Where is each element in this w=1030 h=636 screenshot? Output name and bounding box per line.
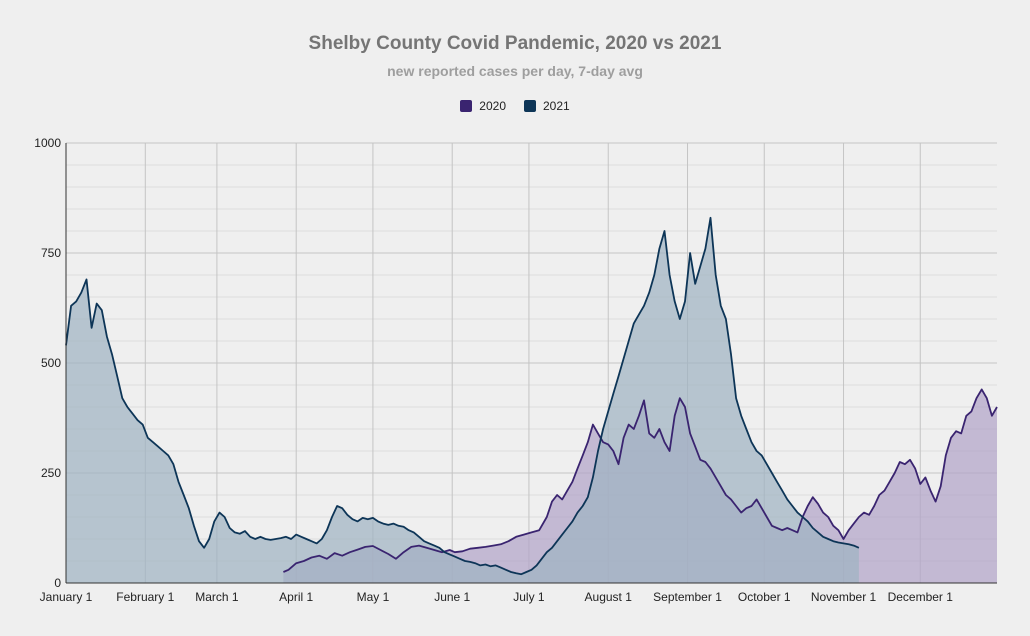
area-2021 xyxy=(66,217,859,584)
legend: 2020 2021 xyxy=(0,99,1030,113)
legend-label-2021: 2021 xyxy=(543,99,570,113)
chart-title: Shelby County Covid Pandemic, 2020 vs 20… xyxy=(308,33,722,54)
x-tick-label: June 1 xyxy=(434,590,470,604)
y-tick-label: 0 xyxy=(54,576,61,590)
x-tick-label: November 1 xyxy=(811,590,877,604)
x-tick-label: February 1 xyxy=(116,590,174,604)
y-tick-label: 750 xyxy=(41,246,61,260)
x-tick-label: October 1 xyxy=(738,590,791,604)
x-tick-label: July 1 xyxy=(513,590,545,604)
x-tick-label: April 1 xyxy=(279,590,313,604)
series-lines xyxy=(65,216,998,576)
axes xyxy=(65,143,997,584)
x-tick-label: May 1 xyxy=(357,590,390,604)
y-tick-label: 500 xyxy=(41,356,61,370)
x-tick-label: March 1 xyxy=(195,590,239,604)
y-tick-label: 250 xyxy=(41,466,61,480)
line-2021 xyxy=(65,216,860,576)
legend-label-2020: 2020 xyxy=(479,99,506,113)
y-tick-label: 1000 xyxy=(34,136,61,150)
legend-swatch-2020 xyxy=(460,100,473,112)
x-tick-label: December 1 xyxy=(888,590,954,604)
line-2020 xyxy=(283,388,998,573)
legend-swatch-2021 xyxy=(524,100,536,112)
legend-item-2020: 2020 xyxy=(460,99,506,113)
x-tick-labels: January 1 February 1 March 1 April 1 May 1 Ju… xyxy=(40,590,954,604)
x-tick-label: August 1 xyxy=(585,590,633,604)
y-tick-labels: 0 250 500 750 1000 xyxy=(34,136,61,590)
x-tick-label: September 1 xyxy=(653,590,722,604)
x-tick-label: January 1 xyxy=(40,590,93,604)
legend-item-2021: 2021 xyxy=(524,99,570,113)
chart-subtitle: new reported cases per day, 7-day avg xyxy=(387,63,643,79)
series-areas xyxy=(66,217,997,584)
